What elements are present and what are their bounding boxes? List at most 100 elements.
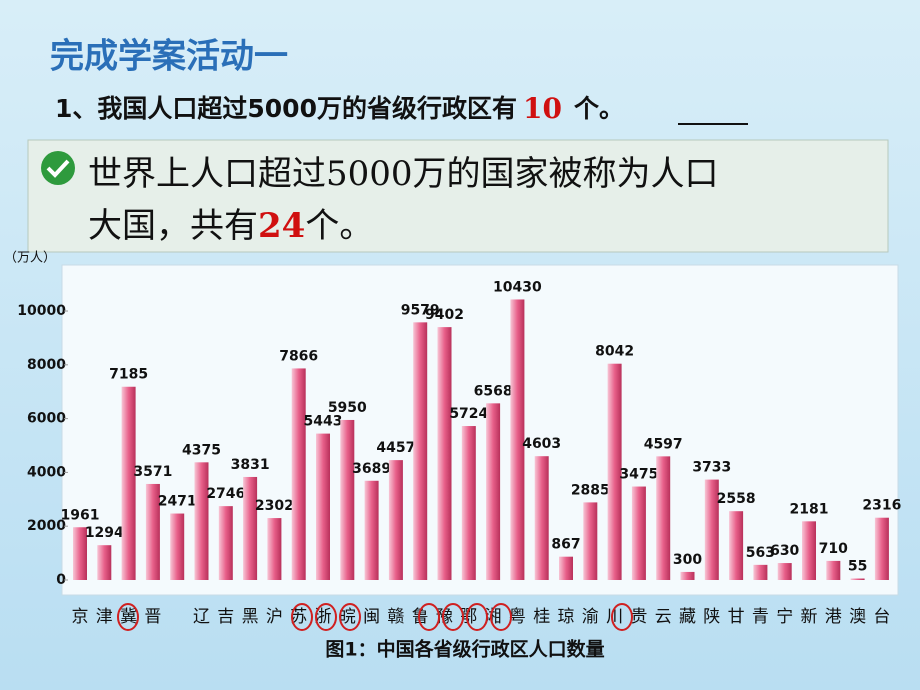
x-tick-label: 辽 [193,607,210,627]
x-tick-label: 桂 [533,607,550,627]
x-tick-label: 贵 [630,607,647,627]
y-tick-label: 4000 [27,464,66,480]
x-tick-label: 渝 [582,607,599,627]
value-label: 5443 [304,414,343,430]
note-count: 24 [258,206,305,246]
value-label: 9579 [401,302,440,318]
highlight [315,603,337,631]
y-axis-label: （万人） [4,251,56,266]
x-tick-label: 沪 [266,607,283,627]
bar [97,545,112,580]
value-label: 563 [746,545,775,561]
x-tick-label: 鲁 [412,607,429,627]
x-tick-label: 豫 [436,607,453,627]
bar [243,476,258,580]
x-tick-label: 皖 [339,607,356,627]
value-label: 2471 [158,494,197,510]
bar [291,368,306,580]
highlights [117,603,633,631]
x-tick-label: 川 [606,607,623,627]
x-tick-label: 浙 [315,607,332,627]
note-line2: 大国，共有24个。 [88,206,373,246]
highlight [442,603,464,631]
bar [583,502,598,580]
value-label: 3733 [692,460,731,476]
value-label: 2558 [717,491,756,507]
bar [461,426,476,580]
bar [364,480,379,580]
x-tick-label: 琼 [558,607,575,627]
bar [218,506,233,580]
value-label: 7185 [109,367,148,383]
bar [680,571,695,580]
x-tick-label: 台 [873,607,890,627]
x-tick-label: 津 [96,607,113,627]
bar [486,403,501,580]
x-tick-label: 陕 [703,607,720,627]
x-tick-label: 青 [752,607,769,627]
x-tick-label: 黑 [242,607,259,627]
value-label: 4603 [522,436,561,452]
question-text: 1、我国人口超过5000万的省级行政区有 [55,94,517,123]
value-label: 3571 [133,464,172,480]
bar [145,483,160,580]
bar [388,460,403,580]
chart-title: 图1：中国各省级行政区人口数量 [325,638,604,661]
bar [729,511,744,580]
bar [559,556,573,580]
x-tick-label: 晋 [144,607,161,627]
bar [267,518,282,580]
y-tick-label: 10000 [17,303,66,319]
value-label: 5724 [449,406,488,422]
bar [753,564,768,580]
value-label: 1961 [61,507,100,523]
bar [607,363,622,580]
value-label: 3475 [619,467,658,483]
x-tick-label: 宁 [776,607,793,627]
value-label: 3831 [231,457,270,473]
value-label: 710 [819,541,848,557]
value-label: 4597 [644,436,683,452]
value-label: 10430 [493,279,542,295]
y-tick-label: 8000 [27,357,66,373]
x-tick-label: 港 [825,607,842,627]
x-tick-label: 闽 [363,607,380,627]
value-label: 4375 [182,442,221,458]
value-label: 6568 [474,383,513,399]
bar [802,521,816,580]
bar [850,578,865,580]
x-tick-label: 甘 [728,607,745,627]
bar [121,386,136,580]
bar [316,433,330,580]
bar [413,322,428,580]
x-tick-label: 苏 [290,607,307,627]
bar [534,456,549,580]
x-tick-label: 京 [72,607,89,627]
highlight [466,603,488,631]
x-tick-label: 赣 [387,607,404,627]
slide-heading: 完成学案活动一 [50,37,288,77]
x-tick-label: 吉 [217,607,234,627]
note-box [27,139,889,253]
bar [631,486,646,580]
note-icon [41,151,75,185]
bar [777,563,792,580]
bar [73,527,87,580]
note-text: 大国，共有 [88,206,258,246]
value-label: 1294 [85,525,124,541]
note-end: 个。 [305,206,373,246]
value-label: 630 [770,543,799,559]
x-tick-label: 新 [801,607,818,627]
value-label: 867 [551,537,580,553]
value-label: 300 [673,552,702,568]
bar [704,479,719,580]
y-tick-label: 2000 [27,518,66,534]
value-label: 9402 [425,307,464,323]
x-tick-label: 澳 [849,607,866,627]
question-end: 个。 [574,94,624,123]
note-icon-check [46,159,70,178]
x-tick-label: 鄂 [460,607,477,627]
value-label: 5950 [328,400,367,416]
x-tick-label: 湘 [485,607,502,627]
